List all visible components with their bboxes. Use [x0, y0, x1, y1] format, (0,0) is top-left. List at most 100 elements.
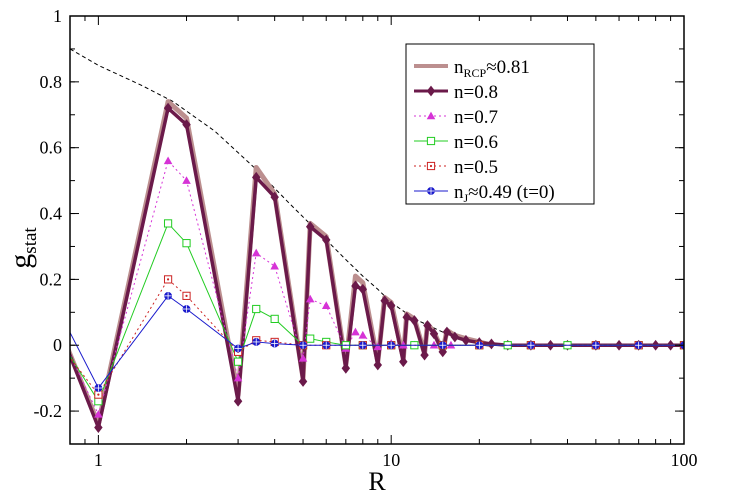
- legend-label-sub: RCP: [464, 66, 487, 80]
- data-point-n06: [182, 239, 191, 248]
- data-point-n08: [410, 315, 419, 326]
- legend-item-n07: n=0.7: [414, 107, 498, 128]
- series-layer: [49, 99, 684, 433]
- series-line-n05: [70, 278, 684, 396]
- y-axis-title-sub: stat: [20, 227, 41, 254]
- legend-item-n05: n=0.5: [414, 157, 498, 178]
- data-point-nj: [234, 344, 242, 353]
- legend-label-main: n: [454, 57, 464, 78]
- data-point-n08: [386, 300, 396, 312]
- data-point-nj: [438, 341, 447, 350]
- y-tick-label: -0.2: [34, 401, 63, 421]
- series-n05: [70, 275, 684, 399]
- data-point-nj: [164, 291, 172, 300]
- data-point-n08: [341, 362, 351, 374]
- data-point-n08: [251, 171, 261, 183]
- legend-marker-n07: [426, 111, 436, 120]
- legend-label-rcp: nRCP≈0.81: [454, 57, 530, 80]
- legend-label-n06: n=0.6: [454, 132, 498, 153]
- y-tick-label: 0.2: [40, 269, 63, 289]
- y-tick-label: 0.8: [40, 72, 63, 92]
- data-point-n07: [49, 315, 56, 321]
- data-point-n07: [358, 330, 368, 339]
- legend-label-nj: nJ≈0.49 (t=0): [454, 182, 555, 205]
- data-point-n08: [402, 311, 411, 323]
- data-point-nj: [49, 296, 56, 303]
- data-point-n08: [380, 295, 389, 307]
- svg-text:gstat: gstat: [4, 227, 41, 269]
- data-point-nj: [526, 341, 535, 350]
- data-point-nj: [252, 338, 261, 346]
- y-tick-label: 0.4: [40, 204, 63, 224]
- legend-label-main: n=0.6: [454, 132, 498, 153]
- y-tick-label: 1: [53, 6, 62, 26]
- data-point-n07: [233, 373, 243, 382]
- data-point-n08: [423, 320, 432, 331]
- data-point-n05: [163, 275, 173, 284]
- legend-label-main: n: [454, 182, 464, 203]
- data-point-n07: [321, 301, 331, 310]
- legend-label-n07: n=0.7: [454, 107, 498, 128]
- legend-marker-n05: [426, 161, 436, 171]
- data-point-nj: [270, 339, 279, 348]
- data-point-n08: [270, 191, 279, 203]
- series-nj: [49, 291, 684, 392]
- data-point-n08: [351, 280, 360, 292]
- data-point-nj: [634, 341, 643, 350]
- data-point-nj: [387, 341, 396, 350]
- legend-label-rest: ≈0.49 (t=0): [468, 182, 555, 203]
- data-point-n08: [49, 308, 56, 317]
- data-point-n08: [233, 395, 243, 407]
- data-point-n07: [163, 156, 173, 165]
- data-point-nj: [475, 341, 484, 350]
- legend-item-n08: n=0.8: [414, 82, 498, 103]
- data-point-n06: [306, 334, 315, 343]
- data-point-n08: [305, 221, 315, 233]
- legend-label-n08: n=0.8: [454, 82, 498, 103]
- data-point-n07: [351, 327, 360, 336]
- data-point-n07: [305, 294, 315, 303]
- data-point-n06: [233, 357, 243, 366]
- data-point-n07: [373, 342, 383, 351]
- legend-label-main: n=0.5: [454, 157, 498, 178]
- legend-label-rest: ≈0.81: [486, 57, 530, 78]
- data-point-n08: [358, 283, 368, 295]
- data-point-n07: [270, 261, 279, 270]
- x-axis-title: R: [368, 467, 386, 496]
- legend-marker-nj: [427, 187, 435, 195]
- data-point-n08: [487, 338, 496, 350]
- legend-label-main: n=0.7: [454, 107, 498, 128]
- y-axis-title-main: g: [4, 254, 37, 269]
- data-point-n05: [182, 291, 191, 300]
- legend-marker-n08: [426, 85, 436, 97]
- data-point-n08: [420, 349, 429, 361]
- data-point-nj: [299, 341, 307, 350]
- legend-box: [405, 43, 595, 205]
- legend: nRCP≈0.81n=0.8n=0.7n=0.6n=0.5nJ≈0.49 (t=…: [405, 43, 595, 205]
- data-point-nj: [94, 384, 103, 392]
- legend-item-nj: nJ≈0.49 (t=0): [414, 182, 555, 205]
- legend-item-n06: n=0.6: [414, 132, 498, 153]
- data-point-n08: [399, 356, 408, 368]
- data-point-n08: [429, 328, 439, 340]
- data-point-n08: [442, 326, 452, 338]
- legend-label-n05: n=0.5: [454, 157, 498, 178]
- y-tick-label: 0.6: [40, 138, 63, 158]
- data-point-nj: [322, 341, 331, 350]
- data-point-n07: [182, 176, 191, 184]
- data-point-n07: [298, 353, 308, 362]
- plot-frame: [69, 15, 685, 445]
- y-tick-label: 0: [53, 335, 62, 355]
- data-point-nj: [591, 341, 600, 350]
- legend-marker-n06: [426, 136, 436, 146]
- data-point-n08: [373, 359, 383, 371]
- data-point-n08: [182, 119, 191, 131]
- y-axis-title: gstat: [4, 227, 41, 269]
- data-point-n06: [163, 219, 173, 228]
- data-point-n08: [438, 346, 447, 358]
- data-point-n08: [321, 234, 331, 246]
- x-tick-label: 100: [671, 450, 698, 470]
- x-tick-label: 1: [94, 450, 103, 470]
- data-point-n06: [252, 304, 261, 314]
